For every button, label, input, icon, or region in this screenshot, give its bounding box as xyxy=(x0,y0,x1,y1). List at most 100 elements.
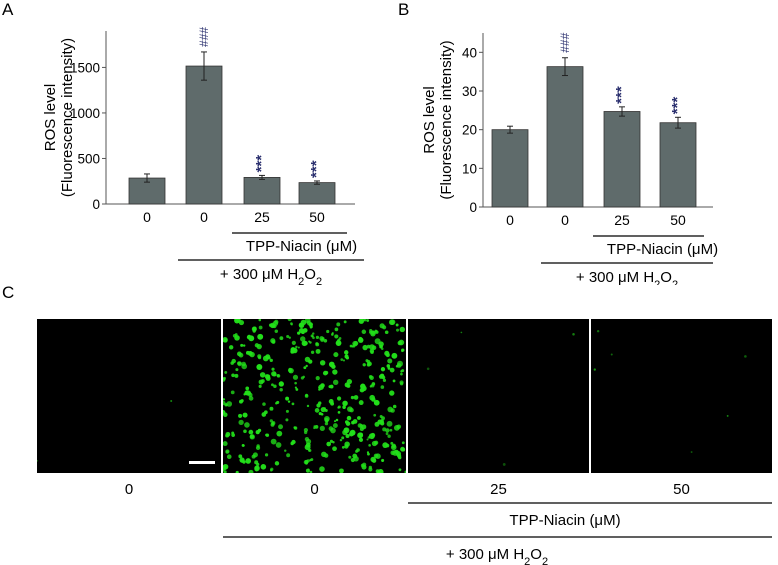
cell xyxy=(344,350,349,355)
cell xyxy=(398,468,402,472)
cell xyxy=(359,387,365,393)
cell xyxy=(302,375,305,379)
cell xyxy=(340,358,344,362)
cell xyxy=(398,455,402,460)
cell xyxy=(348,455,352,459)
cell xyxy=(380,347,384,351)
cell xyxy=(320,383,325,388)
cell xyxy=(426,367,430,371)
cell xyxy=(288,367,292,371)
cell xyxy=(339,468,344,473)
cell xyxy=(305,468,310,473)
cell xyxy=(300,336,306,342)
cell xyxy=(307,449,311,452)
cell xyxy=(231,373,235,378)
cell xyxy=(315,342,319,346)
bar xyxy=(603,111,641,208)
cell xyxy=(400,447,404,451)
cell xyxy=(355,449,359,453)
group-label: TPP-Niacin (μM) xyxy=(246,238,357,255)
cell xyxy=(304,356,311,363)
cell xyxy=(328,426,334,431)
cell xyxy=(385,432,389,436)
y-tick-label: 1000 xyxy=(70,106,100,121)
cell xyxy=(223,400,226,406)
bar xyxy=(243,177,281,205)
cell xyxy=(223,465,227,471)
cell xyxy=(395,364,399,368)
micrograph-label: 0 xyxy=(124,481,134,498)
cell xyxy=(260,379,265,384)
cell xyxy=(306,404,310,408)
y-axis-label: ROS level xyxy=(42,84,59,152)
micrograph-label: 50 xyxy=(673,481,690,498)
cell xyxy=(352,453,358,459)
treatment-label: + 300 μM H2O2 xyxy=(446,546,548,565)
cell xyxy=(323,453,329,458)
cell xyxy=(395,323,399,327)
cell xyxy=(308,340,311,343)
cell xyxy=(312,332,315,335)
y-tick-label: 0 xyxy=(92,197,100,212)
cell xyxy=(256,444,260,448)
cell xyxy=(271,367,275,371)
cell xyxy=(279,387,283,392)
cell xyxy=(235,368,239,372)
cell xyxy=(254,343,259,348)
cell xyxy=(285,396,290,401)
cell xyxy=(361,329,367,335)
cell xyxy=(303,430,308,435)
chart-b: 0 10 20 30 40 ROS level (Fluorescence intensit… xyxy=(421,32,718,285)
cell xyxy=(223,412,228,418)
cell xyxy=(271,339,276,344)
cell xyxy=(359,424,364,428)
cell xyxy=(342,359,346,362)
cell xyxy=(268,356,271,360)
cell xyxy=(237,361,243,367)
cell xyxy=(288,370,292,373)
cell xyxy=(370,384,373,387)
treatment-label: + 300 μM H2O2 xyxy=(576,269,678,285)
cell xyxy=(371,345,377,350)
treatment-label: + 300 μM H2O2 xyxy=(220,266,322,285)
cell xyxy=(366,319,370,322)
cell xyxy=(249,434,255,440)
cell xyxy=(246,334,252,340)
cell xyxy=(225,433,230,438)
cell xyxy=(305,442,311,448)
cell xyxy=(226,401,233,407)
cell xyxy=(263,410,268,415)
bar xyxy=(546,66,584,208)
cell xyxy=(291,340,296,345)
cell xyxy=(234,373,239,378)
cell xyxy=(373,413,377,417)
cell xyxy=(357,416,361,420)
cell xyxy=(380,385,385,389)
cell xyxy=(309,470,313,473)
category-label: 0 xyxy=(200,209,208,225)
cell xyxy=(362,363,366,367)
cell xyxy=(318,388,321,391)
cell xyxy=(324,408,328,412)
cell xyxy=(256,364,263,370)
cell xyxy=(341,446,345,449)
cell xyxy=(358,319,364,324)
cell xyxy=(332,446,337,452)
cell xyxy=(265,376,271,381)
cell xyxy=(339,438,343,442)
category-label: 0 xyxy=(143,209,151,225)
fluorescence-image xyxy=(426,331,575,466)
cell xyxy=(230,361,234,365)
cell xyxy=(610,353,613,356)
cell xyxy=(382,427,387,432)
y-tick-label: 1500 xyxy=(70,60,100,75)
cell xyxy=(335,340,342,347)
cell xyxy=(379,345,383,349)
cell xyxy=(223,398,226,401)
cell xyxy=(278,424,284,430)
cell xyxy=(399,326,405,333)
cell xyxy=(358,400,364,406)
cell xyxy=(326,329,330,334)
cell xyxy=(400,372,403,376)
cell xyxy=(328,385,332,389)
